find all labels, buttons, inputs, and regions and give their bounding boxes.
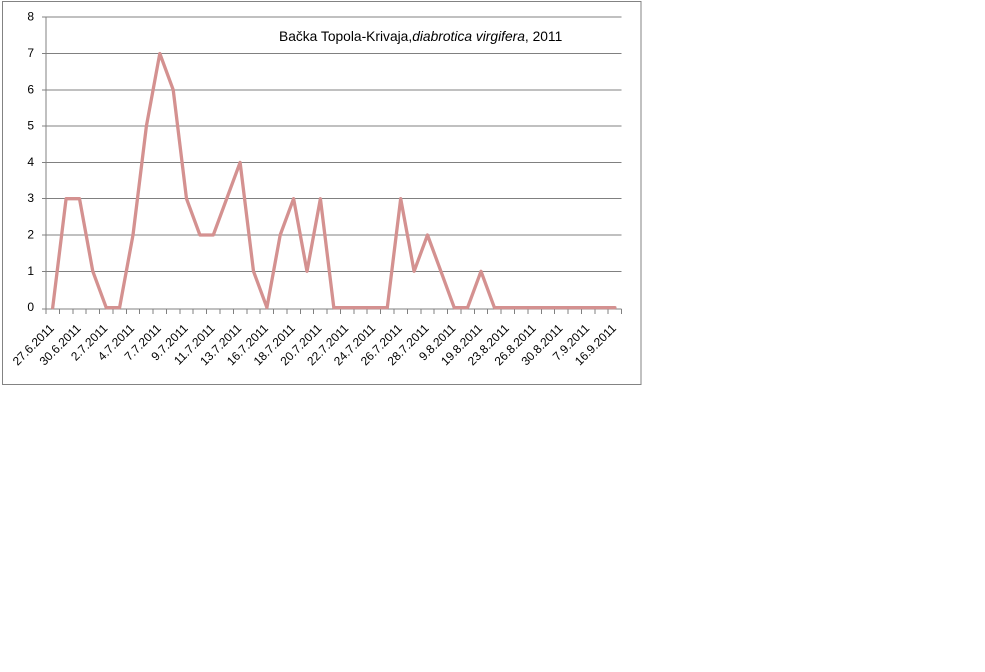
svg-text:4: 4	[27, 155, 34, 169]
svg-text:1: 1	[27, 264, 34, 278]
svg-text:8: 8	[27, 10, 34, 24]
svg-text:3: 3	[27, 191, 34, 205]
svg-text:7: 7	[27, 46, 34, 60]
svg-text:6: 6	[27, 82, 34, 96]
svg-text:2: 2	[27, 228, 34, 242]
svg-text:Bačka Topola-Krivaja,diabrotic: Bačka Topola-Krivaja,diabrotica virgifer…	[279, 29, 562, 44]
svg-text:5: 5	[27, 119, 34, 133]
svg-text:0: 0	[27, 300, 34, 314]
